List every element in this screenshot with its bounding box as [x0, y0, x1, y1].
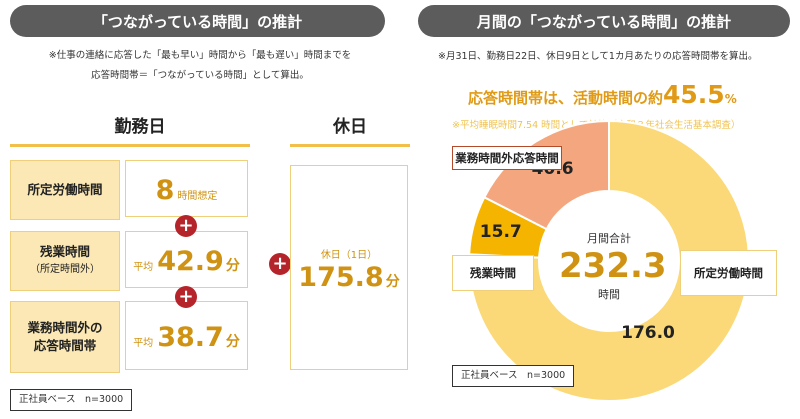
- headline-unit: %: [724, 92, 737, 106]
- donut-value-label: 176.0: [621, 323, 675, 343]
- plus-icon: +: [269, 253, 291, 275]
- right-base-note: 正社員ベース n=3000: [452, 365, 575, 387]
- row-offhours-text: 業務時間外の: [27, 320, 103, 335]
- left-title: 「つながっている時間」の推計: [10, 5, 385, 37]
- row-offhours-value: 平均 38.7 分: [125, 301, 248, 370]
- left-note: ※仕事の連絡に応答した「最も早い」時間から「最も遅い」時間までを 応答時間帯＝「…: [0, 46, 400, 86]
- workday-header: 勤務日: [114, 117, 166, 137]
- right-title: 月間の「つながっている時間」の推計: [418, 5, 790, 37]
- left-note-line-1: ※仕事の連絡に応答した「最も早い」時間から「最も遅い」時間までを: [48, 50, 352, 61]
- headline-prefix: 応答時間帯は、活動時間の約: [468, 89, 664, 107]
- label-offhours-response: 業務時間外応答時間: [452, 146, 562, 170]
- row-overtime-label: 残業時間 （所定時間外）: [10, 231, 120, 291]
- overtime-number: 42.9: [157, 246, 224, 277]
- offhours-prefix: 平均: [133, 338, 154, 349]
- overtime-prefix: 平均: [133, 262, 154, 273]
- regular-hours-suffix: 時間想定: [177, 191, 218, 202]
- row-offhours-label: 業務時間外の 応答時間帯: [10, 301, 120, 373]
- sub-note: ※平均睡眠時間7.54 時間として計算（令和３年社会生活基本調査）: [452, 120, 741, 131]
- row-regular-hours-label: 所定労働時間: [10, 160, 120, 220]
- holiday-unit: 分: [385, 274, 400, 290]
- holiday-caption: 休日（1日）: [320, 250, 378, 261]
- regular-hours-number: 8: [155, 175, 175, 206]
- row-overtime-value: 平均 42.9 分: [125, 231, 248, 288]
- label-overtime: 残業時間: [452, 255, 534, 291]
- center-unit: 時間: [598, 288, 620, 301]
- row-overtime-sublabel: （所定時間外）: [30, 264, 100, 275]
- headline: 応答時間帯は、活動時間の約45.5%: [468, 80, 788, 109]
- overtime-unit: 分: [225, 258, 240, 274]
- donut-slice: [468, 195, 549, 259]
- row-regular-hours-value: 8 時間想定: [125, 160, 248, 217]
- holiday-value-box: 休日（1日） 175.8 分: [290, 165, 408, 370]
- plus-icon: +: [175, 215, 197, 237]
- label-regular-hours: 所定労働時間: [680, 250, 777, 296]
- holiday-number: 175.8: [298, 262, 384, 293]
- row-overtime-text: 残業時間: [39, 244, 90, 259]
- plus-icon: +: [175, 286, 197, 308]
- donut-center: 月間合計 232.3 時間: [559, 230, 667, 302]
- row-regular-hours-text: 所定労働時間: [27, 182, 103, 197]
- offhours-number: 38.7: [157, 322, 224, 353]
- left-base-note: 正社員ベース n=3000: [10, 389, 133, 411]
- donut-slice: [483, 119, 610, 231]
- center-caption: 月間合計: [587, 232, 631, 245]
- row-offhours-sublabel: 応答時間帯: [33, 338, 97, 353]
- offhours-unit: 分: [225, 334, 240, 350]
- left-note-line-2: 応答時間帯＝「つながっている時間」として算出。: [91, 70, 309, 81]
- left-title-text: 「つながっている時間」の推計: [92, 12, 303, 31]
- workday-underline: [10, 144, 250, 147]
- center-value: 232.3: [559, 246, 667, 286]
- donut-value-label: 15.7: [480, 222, 522, 242]
- holiday-value-line: 175.8 分: [291, 262, 407, 293]
- right-note: ※月31日、勤務日22日、休日9日として1カ月あたりの応答時間帯を算出。: [438, 51, 758, 62]
- holiday-header: 休日: [333, 117, 367, 137]
- headline-value: 45.5: [663, 80, 725, 109]
- holiday-underline: [290, 144, 410, 147]
- right-title-text: 月間の「つながっている時間」の推計: [476, 12, 732, 31]
